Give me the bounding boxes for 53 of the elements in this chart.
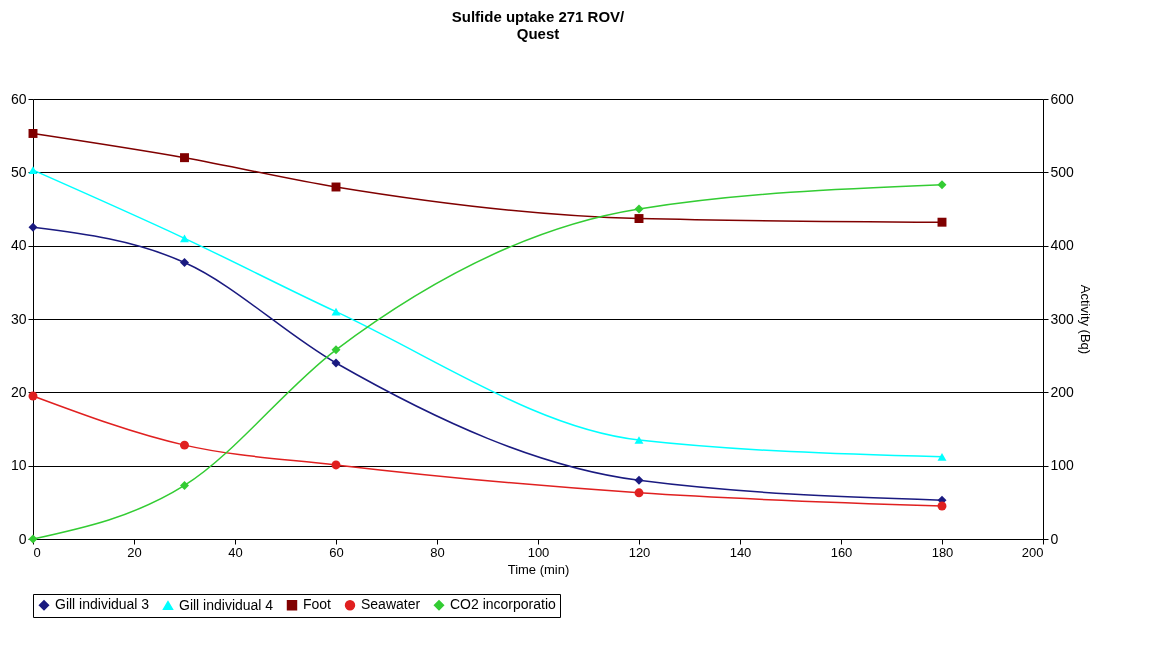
x-tick-label: 20 bbox=[127, 544, 142, 560]
legend-label: Gill individual 3 bbox=[55, 596, 150, 613]
point bbox=[28, 128, 38, 138]
x-tick-label: 200 bbox=[1021, 544, 1044, 560]
x-tick-label: 80 bbox=[430, 544, 445, 560]
x-tick-label: 100 bbox=[527, 544, 550, 560]
y-tick-label: 30 bbox=[10, 310, 27, 327]
legend-label: Gill individual 4 bbox=[179, 596, 274, 613]
y-tick-label: 10 bbox=[10, 457, 27, 474]
y2-tick-label: 300 bbox=[1050, 310, 1075, 327]
y-tick-label: 50 bbox=[10, 163, 27, 180]
x-tick-label: 60 bbox=[329, 544, 344, 560]
y-tick-label: 40 bbox=[10, 237, 27, 254]
point bbox=[180, 480, 189, 490]
x-tick-label: 160 bbox=[830, 544, 853, 560]
x-tick-label: 140 bbox=[729, 544, 752, 560]
y2-axis-title: Activity (Bq) bbox=[1077, 284, 1093, 355]
point bbox=[28, 222, 38, 232]
point bbox=[634, 214, 644, 224]
y2-tick-label: 200 bbox=[1050, 383, 1075, 400]
x-tick-label: 0 bbox=[33, 544, 41, 560]
point bbox=[331, 307, 341, 316]
legend-label: CO2 incorporatio bbox=[450, 596, 557, 613]
point bbox=[937, 501, 947, 511]
x-tick-label: 120 bbox=[628, 544, 651, 560]
point bbox=[331, 460, 341, 470]
point bbox=[331, 358, 341, 368]
y2-tick-label: 100 bbox=[1050, 457, 1075, 474]
x-tick-label: 40 bbox=[228, 544, 243, 560]
point bbox=[634, 475, 644, 485]
point bbox=[937, 452, 947, 461]
y2-tick-label: 0 bbox=[1050, 530, 1059, 547]
y-tick-label: 60 bbox=[10, 90, 27, 107]
point bbox=[180, 258, 189, 268]
point bbox=[634, 204, 644, 214]
y-tick-label: 20 bbox=[10, 383, 27, 400]
point bbox=[180, 153, 189, 163]
point bbox=[180, 440, 189, 450]
point bbox=[634, 488, 644, 498]
y-tick-label: 0 bbox=[18, 530, 27, 547]
legend-label: Seawater bbox=[361, 596, 421, 613]
point bbox=[331, 345, 341, 355]
legend-label: Foot bbox=[303, 596, 332, 613]
point bbox=[937, 180, 947, 190]
point bbox=[937, 217, 947, 227]
y2-tick-label: 600 bbox=[1050, 90, 1075, 107]
point bbox=[180, 234, 189, 243]
x-tick-label: 180 bbox=[931, 544, 954, 560]
chart-title: Sulfide uptake 271 ROV/ Quest bbox=[451, 8, 626, 42]
y2-tick-label: 400 bbox=[1050, 237, 1075, 254]
point bbox=[634, 436, 644, 444]
x-axis-title: Time (min) bbox=[507, 561, 570, 577]
y2-tick-label: 500 bbox=[1050, 163, 1075, 180]
